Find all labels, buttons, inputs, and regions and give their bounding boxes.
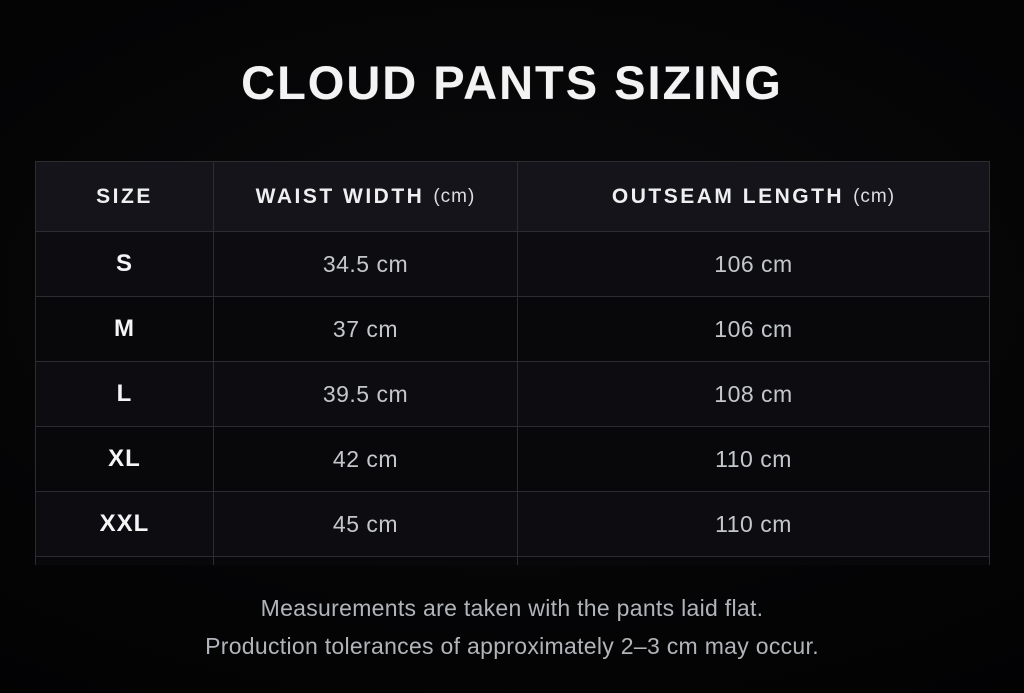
header-cell-outseam-length: OUTSEAM LENGTH (cm) xyxy=(517,162,989,231)
header-label: WAIST WIDTH xyxy=(255,184,425,208)
size-value: M xyxy=(114,315,135,342)
waist-cell: 39.5 cm xyxy=(213,362,517,426)
waist-value: 37 cm xyxy=(332,315,399,342)
footer-note-line1: Measurements are taken with the pants la… xyxy=(260,595,764,621)
waist-value: 45 cm xyxy=(332,510,399,537)
table-row-xl: XL 42 cm 110 cm xyxy=(36,427,989,492)
outseam-value: 108 cm xyxy=(714,380,793,407)
size-value: XXL xyxy=(99,510,150,537)
outseam-value: 106 cm xyxy=(714,250,793,277)
waist-cell: 45 cm xyxy=(213,492,517,556)
outseam-cell: 110 cm xyxy=(517,492,989,556)
waist-cell: 34.5 cm xyxy=(213,232,517,296)
size-value: L xyxy=(116,380,133,407)
waist-value: 39.5 cm xyxy=(322,380,409,407)
header-label: SIZE xyxy=(96,184,153,208)
waist-value: 42 cm xyxy=(332,445,399,472)
outseam-value: 110 cm xyxy=(715,445,792,472)
outseam-cell: 106 cm xyxy=(517,232,989,296)
size-cell: XL xyxy=(36,427,213,491)
waist-cell: 42 cm xyxy=(213,427,517,491)
table-row-s: S 34.5 cm 106 cm xyxy=(36,232,989,297)
outseam-value: 110 cm xyxy=(715,510,792,537)
size-cell xyxy=(36,557,213,565)
outseam-cell: 108 cm xyxy=(517,362,989,426)
table-row-clipped xyxy=(36,557,989,565)
outseam-cell: 110 cm xyxy=(517,427,989,491)
table-header-row: SIZE WAIST WIDTH (cm) OUTSEAM LENGTH (cm… xyxy=(36,162,989,232)
table-row-l: L 39.5 cm 108 cm xyxy=(36,362,989,427)
table-row-m: M 37 cm 106 cm xyxy=(36,297,989,362)
waist-cell xyxy=(213,557,517,565)
page-title: CLOUD PANTS SIZING xyxy=(241,56,783,109)
waist-value: 34.5 cm xyxy=(322,250,409,277)
size-cell: S xyxy=(36,232,213,296)
footer-note-line2: Production tolerances of approximately 2… xyxy=(205,633,819,659)
size-cell: XXL xyxy=(36,492,213,556)
footer-notes: Measurements are taken with the pants la… xyxy=(0,589,1024,665)
header-unit: (cm) xyxy=(433,185,476,207)
header-label: OUTSEAM LENGTH xyxy=(611,184,845,208)
size-value: S xyxy=(115,250,133,277)
header-cell-size: SIZE xyxy=(36,162,213,231)
header-cell-waist-width: WAIST WIDTH (cm) xyxy=(213,162,517,231)
outseam-cell: 106 cm xyxy=(517,297,989,361)
table-row-xxl: XXL 45 cm 110 cm xyxy=(36,492,989,557)
size-cell: M xyxy=(36,297,213,361)
size-cell: L xyxy=(36,362,213,426)
sizing-table: SIZE WAIST WIDTH (cm) OUTSEAM LENGTH (cm… xyxy=(35,161,990,565)
waist-cell: 37 cm xyxy=(213,297,517,361)
header-unit: (cm) xyxy=(853,185,896,207)
outseam-cell xyxy=(517,557,989,565)
outseam-value: 106 cm xyxy=(714,315,793,342)
size-value: XL xyxy=(108,445,141,472)
